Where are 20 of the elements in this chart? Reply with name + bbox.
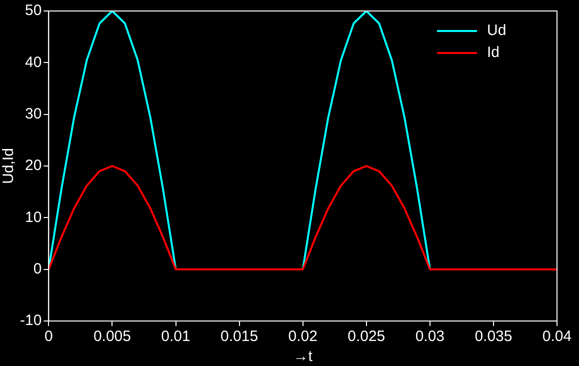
- y-tick-label: 40: [24, 54, 42, 71]
- y-tick-label: 20: [24, 157, 42, 174]
- x-tick-label: 0.015: [220, 328, 258, 346]
- y-tick-label: 0: [33, 260, 42, 278]
- y-axis-title: Ud,Id: [0, 148, 18, 184]
- y-tick-label: 50: [24, 2, 42, 20]
- x-tick-label: 0.03: [415, 328, 445, 346]
- legend-label: Ud: [487, 22, 506, 40]
- x-tick-label: 0.005: [93, 328, 131, 346]
- x-axis-title: →t: [293, 348, 314, 366]
- legend-label: Id: [487, 44, 500, 62]
- y-tick-label: 10: [24, 208, 42, 226]
- x-tick-label: 0: [44, 328, 53, 346]
- y-tick-label: -10: [20, 312, 42, 330]
- x-tick-label: 0.04: [542, 328, 572, 346]
- x-tick-label: 0.01: [161, 328, 190, 346]
- x-tick-label: 0.02: [288, 328, 318, 346]
- x-tick-label: 0.025: [348, 328, 386, 346]
- y-tick-label: 30: [24, 105, 42, 122]
- x-tick-label: 0.035: [474, 328, 512, 346]
